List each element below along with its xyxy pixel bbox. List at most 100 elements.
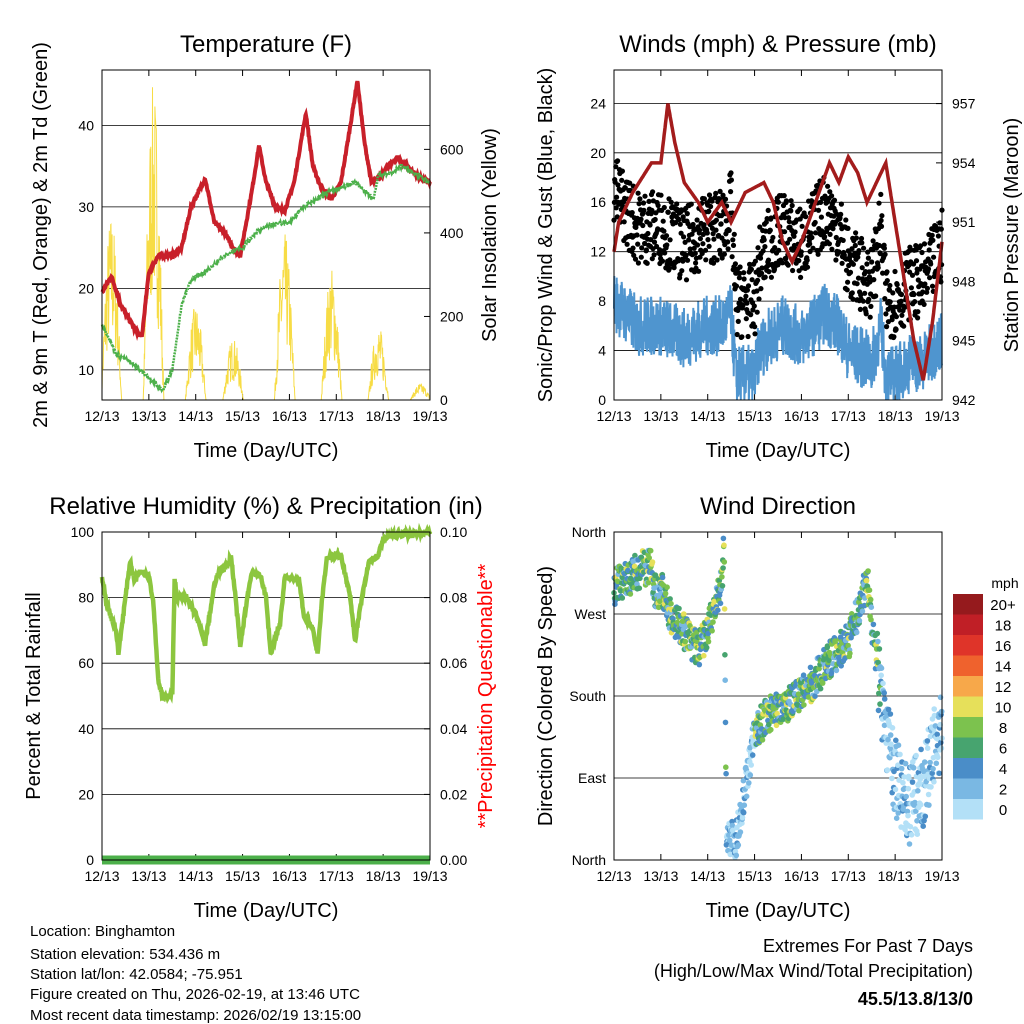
direction-point: [938, 745, 945, 751]
y-tick-label: 30: [78, 199, 94, 215]
direction-point: [931, 712, 938, 719]
x-tick-label: 18/13: [366, 408, 401, 424]
plot-frame: [101, 69, 431, 401]
panel-wind: Winds (mph) & Pressure (mb) Time (Day/UTC…: [535, 31, 1023, 462]
y-tick-label: 20: [590, 145, 606, 161]
gust-point: [640, 200, 647, 206]
gust-point: [845, 279, 851, 285]
direction-point: [619, 595, 626, 601]
gust-point: [825, 183, 831, 189]
gust-point: [831, 197, 838, 203]
gust-point: [808, 230, 814, 236]
gust-point: [733, 283, 740, 289]
gust-point: [768, 215, 774, 221]
direction-point: [907, 823, 914, 830]
legend-swatch: [953, 594, 983, 615]
gust-point: [685, 257, 691, 263]
gust-point: [840, 237, 846, 243]
gust-point: [668, 199, 674, 205]
gust-point: [651, 239, 658, 245]
direction-point: [888, 741, 894, 747]
direction-point: [933, 760, 940, 767]
gust-point: [640, 222, 646, 229]
gust-point: [757, 255, 764, 261]
extremes-value: 45.5/13.8/13/0: [858, 989, 973, 1009]
gust-point: [786, 215, 792, 221]
direction-point: [719, 574, 725, 580]
direction-point: [926, 802, 932, 808]
direction-point: [737, 829, 744, 835]
gust-point: [752, 324, 758, 330]
gust-point: [815, 251, 821, 257]
gust-point: [688, 201, 694, 207]
direction-point: [709, 628, 715, 634]
y-tick-label: 40: [78, 117, 94, 133]
gust-point: [634, 232, 640, 238]
gust-point: [751, 303, 757, 309]
gust-point: [639, 245, 645, 251]
x-tick-label: 18/13: [366, 868, 401, 884]
gust-point: [899, 312, 905, 318]
gust-point: [673, 220, 679, 226]
x-axis-label: Time (Day/UTC): [706, 440, 851, 462]
gust-point: [629, 210, 635, 216]
x-tick-label: 16/13: [272, 868, 307, 884]
direction-point: [631, 563, 638, 570]
direction-point: [900, 779, 906, 786]
direction-point: [664, 584, 670, 590]
gust-point: [879, 213, 885, 219]
gust-point: [812, 230, 819, 236]
direction-point: [817, 685, 824, 692]
gust-point: [863, 311, 869, 317]
gust-point: [708, 203, 714, 210]
direction-point: [915, 788, 921, 794]
direction-point: [893, 737, 899, 744]
y2-tick-label: 0.08: [440, 590, 467, 606]
direction-point: [701, 652, 707, 659]
gust-point: [666, 265, 673, 271]
direction-point: [889, 775, 895, 782]
direction-point: [903, 793, 909, 800]
direction-point: [936, 770, 943, 777]
direction-point: [719, 583, 726, 589]
direction-point: [895, 810, 901, 816]
gust-point: [737, 270, 743, 276]
y2-axis-label: Station Pressure (Maroon): [1001, 118, 1023, 353]
plot-area: [611, 103, 945, 401]
gust-point: [664, 242, 670, 248]
gust-point: [684, 211, 690, 217]
x-tick-label: 19/13: [924, 408, 959, 424]
direction-point: [696, 661, 703, 668]
gust-point: [922, 281, 928, 287]
direction-point: [897, 751, 903, 758]
direction-point: [895, 742, 902, 748]
direction-point: [928, 784, 934, 790]
gust-point: [728, 177, 735, 183]
gust-point: [788, 198, 794, 204]
gust-point: [635, 260, 642, 266]
y-tick-label: 20: [78, 280, 94, 296]
direction-point: [898, 765, 905, 772]
gust-point: [644, 260, 650, 266]
x-tick-label: 17/13: [319, 868, 354, 884]
legend-label: 8: [999, 720, 1007, 737]
y-tick-label: 60: [78, 655, 94, 671]
gust-point: [637, 196, 643, 202]
gust-point: [706, 243, 712, 249]
gust-point: [655, 202, 661, 208]
x-tick-label: 18/13: [878, 408, 913, 424]
y2-tick-label: 0.06: [440, 655, 467, 671]
speed-legend: mph 20+ 18 16 14 12 10 8 6 4 2 0: [953, 575, 1019, 820]
direction-point: [887, 732, 894, 738]
x-tick-label: 17/13: [831, 408, 866, 424]
direction-point: [655, 604, 662, 611]
gust-point: [679, 268, 685, 274]
direction-point: [895, 762, 901, 768]
gust-point: [728, 189, 734, 195]
solar-insolation-line: [222, 340, 244, 401]
x-tick-label: 12/13: [84, 408, 119, 424]
gust-point: [648, 237, 654, 243]
gust-point: [683, 277, 690, 283]
x-tick-label: 16/13: [272, 408, 307, 424]
direction-point: [922, 813, 929, 820]
